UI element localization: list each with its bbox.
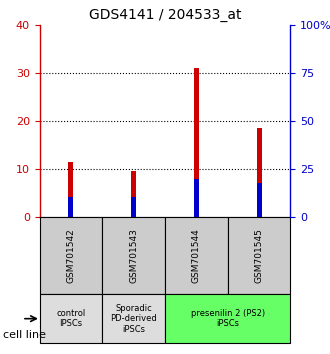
Bar: [165, 294, 290, 343]
Bar: [194, 68, 199, 217]
Text: presenilin 2 (PS2)
iPSCs: presenilin 2 (PS2) iPSCs: [191, 309, 265, 329]
Title: GDS4141 / 204533_at: GDS4141 / 204533_at: [89, 8, 241, 22]
Bar: [256, 183, 262, 217]
Bar: [228, 217, 290, 294]
Bar: [40, 294, 102, 343]
Bar: [131, 197, 136, 217]
Bar: [68, 197, 74, 217]
Bar: [131, 171, 136, 217]
Text: control
IPSCs: control IPSCs: [56, 309, 85, 329]
Text: GSM701542: GSM701542: [66, 228, 76, 283]
Bar: [68, 162, 74, 217]
Bar: [40, 217, 102, 294]
Bar: [256, 128, 262, 217]
Text: GSM701544: GSM701544: [192, 228, 201, 283]
Bar: [194, 178, 199, 217]
Text: cell line: cell line: [3, 330, 46, 339]
Text: Sporadic
PD-derived
iPSCs: Sporadic PD-derived iPSCs: [110, 304, 157, 333]
Bar: [165, 217, 228, 294]
Bar: [102, 294, 165, 343]
Text: GSM701543: GSM701543: [129, 228, 138, 283]
Text: GSM701545: GSM701545: [254, 228, 264, 283]
Bar: [102, 217, 165, 294]
